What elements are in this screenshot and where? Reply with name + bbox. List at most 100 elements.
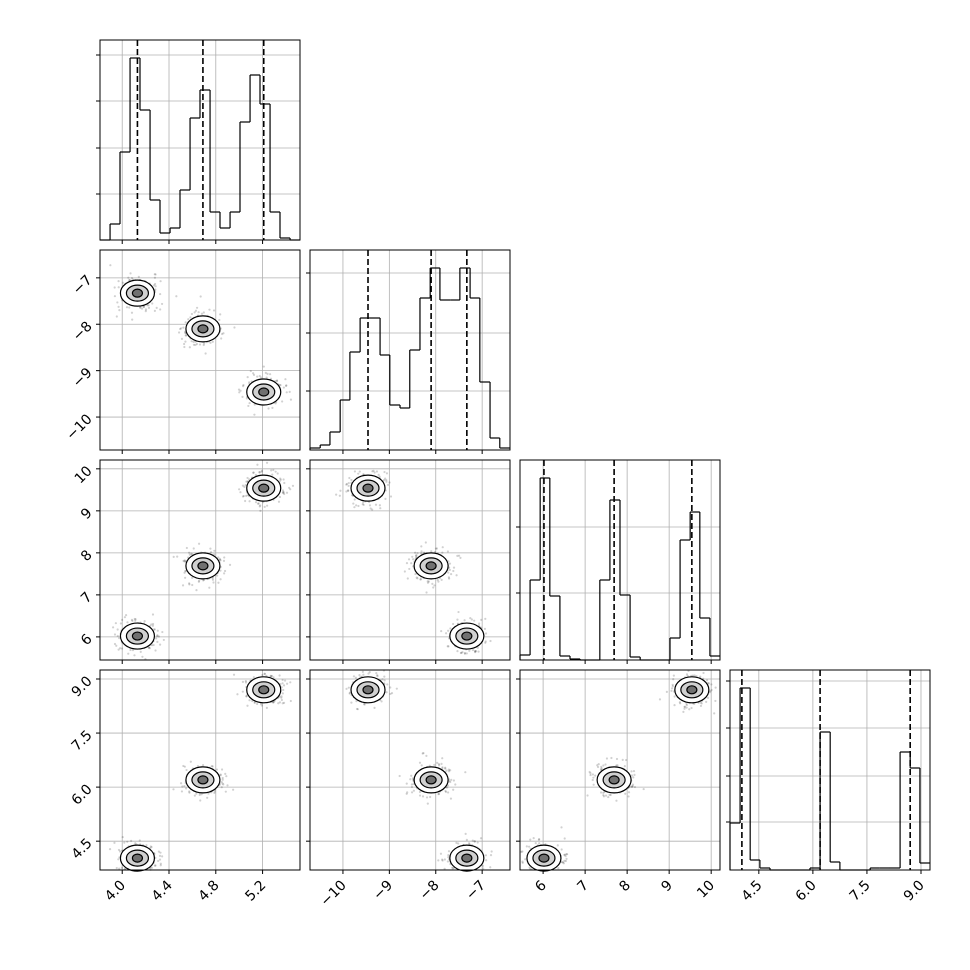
x-tick-label: 6.0	[793, 878, 820, 905]
sample-dot	[260, 469, 264, 472]
sample-dot	[348, 692, 351, 695]
sample-dot	[194, 309, 198, 312]
sample-dot	[561, 861, 564, 864]
sample-dot	[658, 698, 662, 701]
sample-dot	[632, 769, 636, 773]
x-tick-label: 5.2	[242, 878, 269, 905]
y-tick-label: 8	[78, 547, 96, 565]
sample-dot	[412, 789, 415, 792]
sample-dot	[272, 701, 275, 704]
x-tick-label: 8	[616, 878, 634, 896]
sample-dot	[476, 841, 479, 844]
sample-dot	[133, 617, 136, 621]
panel-frame	[309, 669, 511, 871]
sample-dot	[154, 649, 157, 652]
sample-dot	[281, 678, 284, 682]
sample-dot	[161, 855, 164, 858]
sample-dot	[599, 768, 603, 771]
sample-dot	[219, 313, 222, 316]
sample-dot	[355, 700, 358, 703]
sample-dot	[179, 327, 183, 330]
sample-dot	[184, 334, 187, 337]
sample-dot	[113, 642, 117, 646]
sample-dot	[665, 690, 668, 693]
sample-dot	[241, 495, 245, 498]
x-tick-label: 4.8	[196, 878, 223, 905]
sample-dot	[265, 461, 269, 464]
sample-dot	[152, 643, 155, 647]
sample-dot	[679, 702, 682, 705]
sample-dot	[419, 578, 423, 581]
sample-dot	[521, 860, 524, 863]
sample-dot	[281, 489, 285, 492]
sample-dot	[115, 315, 118, 318]
cluster-contour-inner	[538, 853, 550, 863]
sample-dot	[600, 765, 603, 768]
sample-dot	[524, 858, 527, 861]
sample-dot	[527, 845, 531, 848]
sample-dot	[177, 331, 181, 334]
sample-dot	[267, 407, 270, 410]
sample-dot	[253, 413, 256, 416]
sample-dot	[441, 859, 444, 862]
sample-dot	[672, 678, 675, 681]
y-tick-label: −10	[63, 411, 95, 443]
sample-dot	[420, 545, 423, 548]
x-tick-label: 7.5	[847, 878, 874, 905]
sample-dot	[199, 295, 202, 298]
sample-dot	[448, 577, 451, 580]
sample-dot	[212, 581, 215, 584]
sample-dot	[280, 698, 283, 702]
sample-dot	[275, 379, 279, 382]
sample-dot	[115, 866, 118, 870]
sample-dot	[243, 485, 246, 489]
sample-dot	[211, 340, 214, 343]
sample-dot	[630, 774, 634, 777]
sample-dot	[124, 614, 128, 617]
sample-dot	[159, 308, 162, 311]
sample-dot	[219, 774, 222, 777]
sample-dot	[474, 650, 477, 653]
sample-dot	[463, 651, 467, 655]
sample-dot	[368, 671, 371, 674]
sample-dot	[198, 579, 201, 582]
sample-dot	[625, 758, 628, 762]
sample-dot	[632, 776, 635, 779]
sample-dot	[714, 686, 717, 689]
sample-dot	[443, 867, 446, 870]
sample-dot	[452, 569, 455, 573]
sample-dot	[200, 793, 203, 796]
y-tick-label: 7.5	[69, 727, 96, 754]
sample-dot	[156, 635, 159, 638]
x-tick-label: 4.4	[149, 877, 176, 904]
sample-dot	[274, 470, 277, 473]
sample-dot	[484, 854, 488, 857]
sample-dot	[145, 844, 148, 847]
sample-dot	[589, 772, 592, 775]
sample-dot	[604, 763, 607, 766]
sample-dot	[289, 699, 292, 703]
sample-dot	[484, 640, 487, 643]
sample-dot	[159, 862, 162, 865]
sample-dot	[455, 841, 458, 844]
sample-dot	[464, 832, 467, 835]
sample-dot	[473, 840, 476, 843]
y-tick-label: 6	[78, 631, 96, 649]
sample-dot	[157, 850, 160, 853]
sample-dot	[252, 373, 256, 377]
sample-dot	[356, 708, 359, 711]
sample-dot	[382, 478, 386, 482]
sample-dot	[447, 850, 451, 853]
sample-dot	[693, 674, 696, 677]
sample-dot	[691, 674, 695, 677]
sample-dot	[386, 483, 390, 487]
sample-dot	[390, 692, 394, 695]
sample-dot	[256, 502, 260, 505]
sample-dot	[345, 483, 348, 486]
sample-dot	[710, 683, 713, 686]
sample-dot	[187, 318, 190, 321]
sample-dot	[431, 582, 434, 585]
sample-dot	[288, 390, 291, 393]
sample-dot	[361, 503, 364, 506]
sample-dot	[256, 463, 259, 466]
